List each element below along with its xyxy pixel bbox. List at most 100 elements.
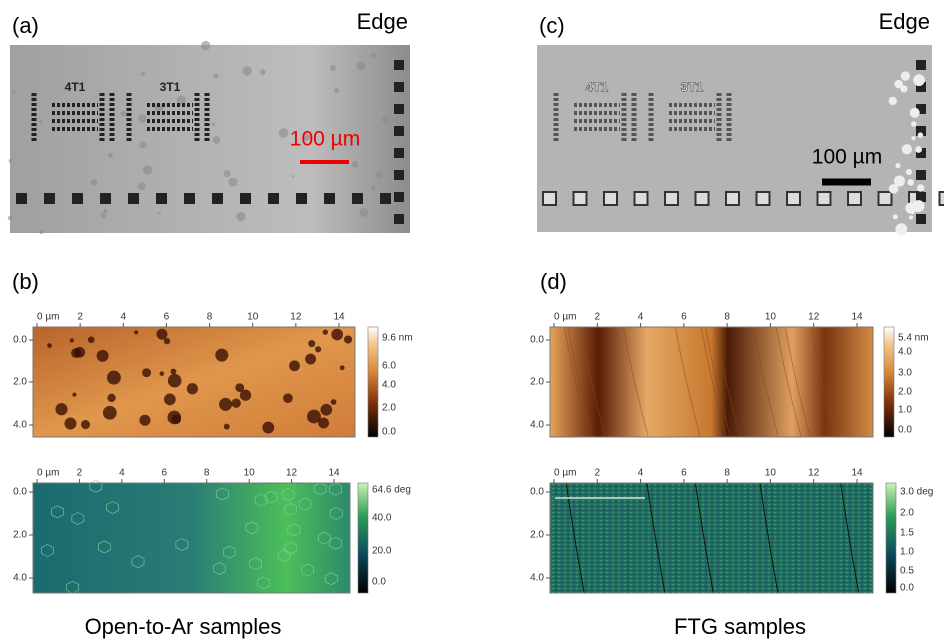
spot <box>260 69 266 75</box>
pit <box>289 360 300 371</box>
marker-label: 3T1 <box>681 79 703 94</box>
pit <box>308 340 315 347</box>
spot <box>900 85 907 92</box>
panel-label: (d) <box>540 269 567 294</box>
spot <box>103 209 107 213</box>
spot <box>905 202 916 213</box>
colorbar-label: 1.0 <box>900 547 914 558</box>
spot <box>382 116 390 124</box>
colorbar-label: 3.0 <box>898 368 912 379</box>
y-tick-label: 2.0 <box>13 377 27 388</box>
x-tick-label: 2 <box>595 312 601 323</box>
pit <box>107 394 115 402</box>
pit <box>232 398 241 407</box>
x-tick-label: 6 <box>162 468 168 479</box>
spot <box>212 122 216 126</box>
pad <box>394 82 404 92</box>
spot <box>213 136 221 144</box>
pit <box>64 418 76 430</box>
pad <box>916 214 926 224</box>
pad <box>394 60 404 70</box>
x-tick-label: 0 µm <box>554 468 576 479</box>
pit <box>320 404 332 416</box>
pad <box>394 148 404 158</box>
x-tick-label: 4 <box>121 312 127 323</box>
pad <box>128 193 139 204</box>
y-tick-label: 2.0 <box>530 377 544 388</box>
pit <box>170 369 176 375</box>
pit <box>340 365 345 370</box>
x-tick-label: 2 <box>595 468 601 479</box>
scale-bar-label: 100 µm <box>290 128 360 151</box>
pad <box>394 170 404 180</box>
pad <box>100 193 111 204</box>
pad <box>380 193 391 204</box>
spot <box>224 170 231 177</box>
spot <box>904 146 912 154</box>
spot <box>352 161 359 168</box>
pit <box>164 338 170 344</box>
pit <box>168 374 182 388</box>
x-tick-label: 10 <box>765 468 777 479</box>
spot <box>889 97 897 105</box>
spot <box>9 159 13 163</box>
y-tick-label: 0.0 <box>13 335 27 346</box>
spot <box>138 114 146 122</box>
spot <box>911 136 915 140</box>
spot <box>143 165 152 174</box>
colorbar <box>358 483 368 593</box>
y-tick-label: 0.0 <box>13 487 27 498</box>
afm-map <box>33 327 355 437</box>
spot <box>8 216 12 220</box>
pad <box>696 192 709 205</box>
edge-label: Edge <box>879 9 930 34</box>
pit <box>156 329 167 340</box>
marker-label: 3T1 <box>160 80 181 94</box>
pad <box>184 193 195 204</box>
pad <box>72 193 83 204</box>
pit <box>215 349 228 362</box>
pad <box>324 193 335 204</box>
y-tick-label: 0.0 <box>530 335 544 346</box>
pad <box>574 192 587 205</box>
colorbar-label: 0.5 <box>900 566 914 577</box>
spot <box>141 71 145 75</box>
x-tick-label: 14 <box>333 312 345 323</box>
spot <box>39 230 43 234</box>
pit <box>307 410 321 424</box>
pad <box>394 126 404 136</box>
pit <box>224 424 230 430</box>
afm-map <box>550 327 873 437</box>
pad <box>268 193 279 204</box>
colorbar <box>886 483 896 593</box>
pit <box>88 336 95 343</box>
edge-label: Edge <box>357 9 408 34</box>
spot <box>909 215 913 219</box>
pad <box>543 192 556 205</box>
colorbar <box>884 327 894 437</box>
pit <box>323 329 328 334</box>
panel-label: (c) <box>539 13 565 38</box>
pad <box>394 192 404 202</box>
spot <box>910 108 920 118</box>
pad <box>16 193 27 204</box>
x-tick-label: 4 <box>638 468 644 479</box>
pit <box>55 403 67 415</box>
x-tick-label: 0 µm <box>37 312 59 323</box>
colorbar-label: 4.0 <box>898 347 912 358</box>
spot <box>100 213 106 219</box>
pit <box>262 422 274 434</box>
spot <box>39 120 42 123</box>
spot <box>140 141 147 148</box>
pit <box>171 414 181 424</box>
x-tick-label: 2 <box>77 312 83 323</box>
y-tick-label: 4.0 <box>530 420 544 431</box>
pad <box>44 193 55 204</box>
x-tick-label: 12 <box>286 468 298 479</box>
caption: FTG samples <box>674 614 806 639</box>
colorbar-label: 2.0 <box>898 387 912 398</box>
pit <box>71 348 81 358</box>
y-tick-label: 4.0 <box>13 573 27 584</box>
x-tick-label: 14 <box>851 312 863 323</box>
spot <box>357 62 366 71</box>
